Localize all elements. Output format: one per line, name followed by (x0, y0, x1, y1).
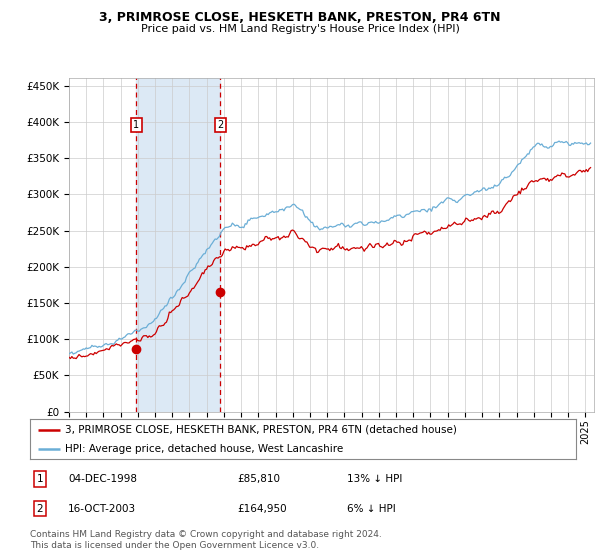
Text: 13% ↓ HPI: 13% ↓ HPI (347, 474, 402, 484)
Text: Contains HM Land Registry data © Crown copyright and database right 2024.
This d: Contains HM Land Registry data © Crown c… (30, 530, 382, 550)
Text: 1: 1 (133, 120, 140, 130)
Text: 04-DEC-1998: 04-DEC-1998 (68, 474, 137, 484)
Text: £164,950: £164,950 (238, 503, 287, 514)
Text: 3, PRIMROSE CLOSE, HESKETH BANK, PRESTON, PR4 6TN: 3, PRIMROSE CLOSE, HESKETH BANK, PRESTON… (99, 11, 501, 24)
Text: 2: 2 (37, 503, 43, 514)
Text: HPI: Average price, detached house, West Lancashire: HPI: Average price, detached house, West… (65, 444, 344, 454)
Text: 2: 2 (217, 120, 223, 130)
Bar (136, 78, 220, 412)
Text: 6% ↓ HPI: 6% ↓ HPI (347, 503, 395, 514)
Text: 1: 1 (37, 474, 43, 484)
Text: 16-OCT-2003: 16-OCT-2003 (68, 503, 136, 514)
Text: Price paid vs. HM Land Registry's House Price Index (HPI): Price paid vs. HM Land Registry's House … (140, 24, 460, 34)
Text: 3, PRIMROSE CLOSE, HESKETH BANK, PRESTON, PR4 6TN (detached house): 3, PRIMROSE CLOSE, HESKETH BANK, PRESTON… (65, 425, 457, 435)
Text: £85,810: £85,810 (238, 474, 280, 484)
